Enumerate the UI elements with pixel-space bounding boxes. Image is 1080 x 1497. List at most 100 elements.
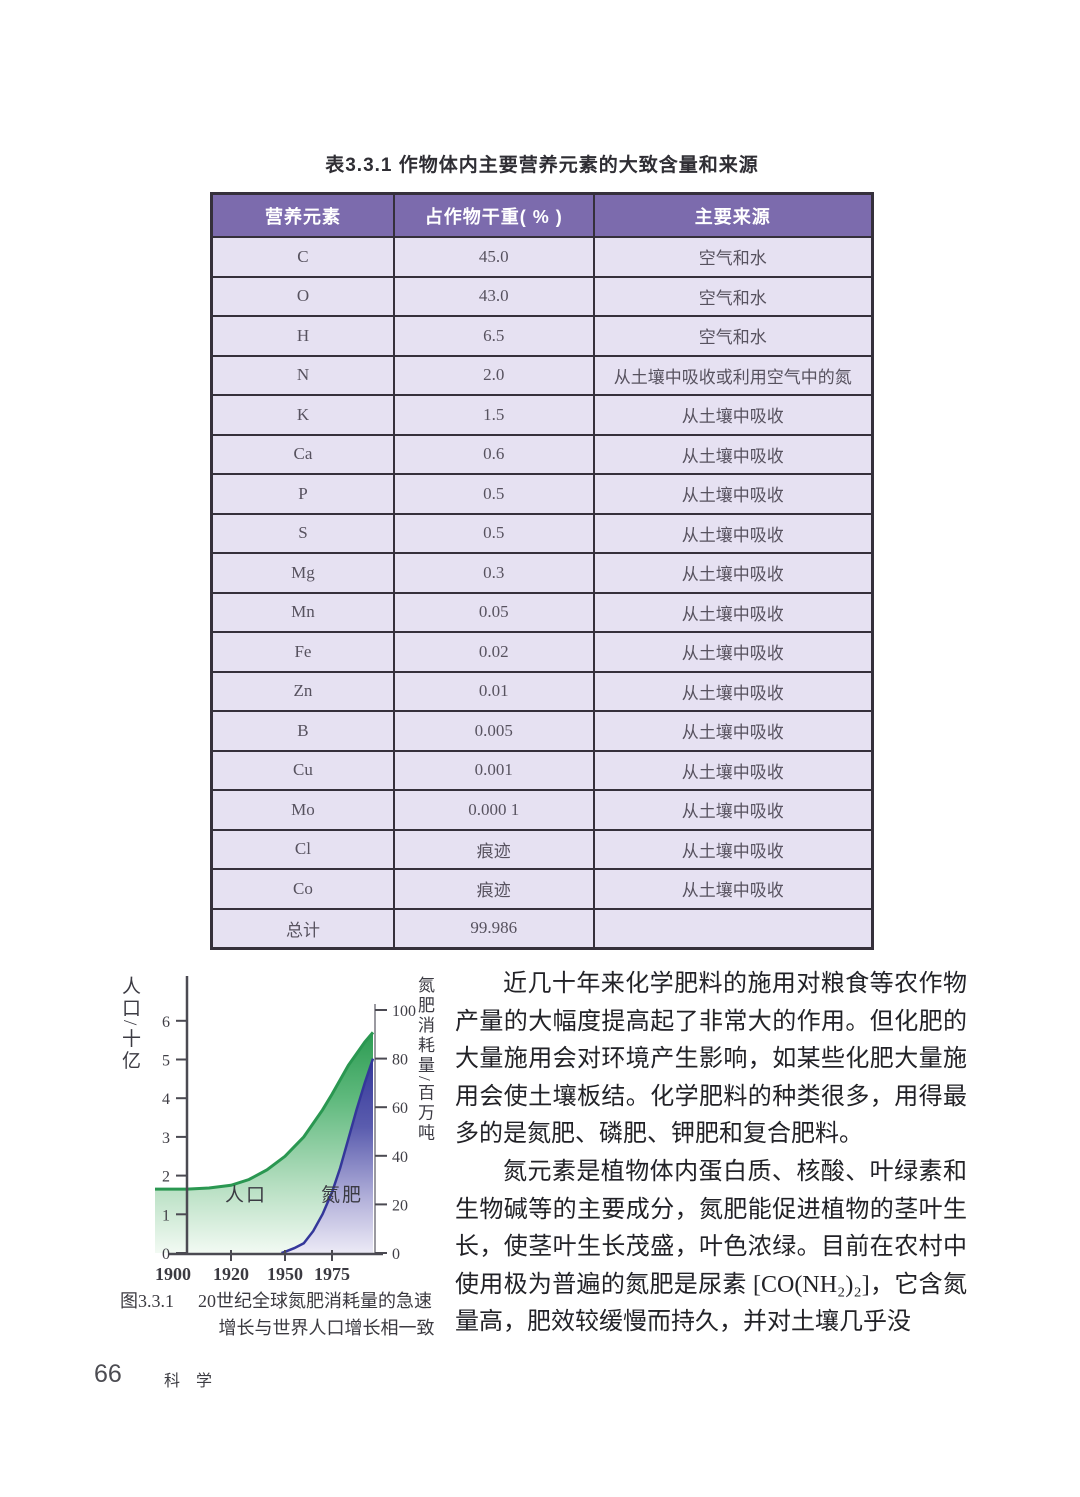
percent-cell: 0.001 [392, 749, 595, 791]
left-axis-ticks: 0 1 2 3 4 5 6 [162, 1014, 187, 1263]
source-cell: 从土壤中吸收 [592, 670, 874, 712]
element-cell: Fe [210, 631, 395, 673]
table-row: B 0.005 从土壤中吸收 [210, 710, 874, 752]
table-row: K 1.5 从土壤中吸收 [210, 394, 874, 436]
right-tick-label: 0 [392, 1246, 400, 1263]
element-cell: Mo [210, 789, 395, 831]
fertilizer-area [281, 1058, 373, 1253]
percent-cell: 45.0 [392, 236, 595, 278]
left-tick-label: 5 [162, 1053, 170, 1070]
figure-3-3-1: 人口/十亿 氮肥消耗量/百万吨 [110, 968, 455, 1363]
right-axis-title: 氮肥消耗量/百万吨 [415, 976, 434, 1144]
source-cell: 从土壤中吸收 [592, 394, 874, 436]
percent-cell: 0.02 [392, 631, 595, 673]
x-axis-ticks: 1900 1920 1950 1975 [155, 1250, 350, 1284]
table-row: C 45.0 空气和水 [210, 236, 874, 278]
page-number: 66 [94, 1360, 122, 1388]
table-row: Mg 0.3 从土壤中吸收 [210, 552, 874, 594]
source-cell: 从土壤中吸收 [592, 789, 874, 831]
table-row: Mo 0.000 1 从土壤中吸收 [210, 789, 874, 831]
source-cell: 从土壤中吸收 [592, 828, 874, 870]
table-row: O 43.0 空气和水 [210, 275, 874, 317]
figure-caption-text: 20世纪全球氮肥消耗量的急速 增长与世界人口增长相一致 [198, 1288, 455, 1342]
x-tick-label: 1975 [314, 1264, 350, 1284]
nutrients-table: 营养元素 占作物干重( % ) 主要来源 C 45.0 空气和水 O 43.0 空气和水 H… [210, 192, 874, 950]
table-row: Ca 0.6 从土壤中吸收 [210, 433, 874, 475]
source-cell: 从土壤中吸收 [592, 631, 874, 673]
header-element: 营养元素 [210, 192, 395, 238]
table-title: 表3.3.1 作物体内主要营养元素的大致含量和来源 [325, 155, 759, 176]
left-tick-label: 6 [162, 1014, 170, 1031]
percent-cell: 0.6 [392, 433, 595, 475]
table-row: Co 痕迹 从土壤中吸收 [210, 868, 874, 910]
fertilizer-series-label: 氮肥 [321, 1184, 363, 1206]
figure-caption: 图3.3.1 20世纪全球氮肥消耗量的急速 增长与世界人口增长相一致 [120, 1288, 455, 1342]
table-row: S 0.5 从土壤中吸收 [210, 512, 874, 554]
percent-cell: 0.5 [392, 512, 595, 554]
table-row: Zn 0.01 从土壤中吸收 [210, 670, 874, 712]
source-cell: 从土壤中吸收 [592, 512, 874, 554]
body-text-column: 近几十年来化学肥料的施用对粮食等农作物产量的大幅度提高起了非常大的作用。但化肥的… [455, 966, 967, 1342]
paragraph-fertilizer-overview: 近几十年来化学肥料的施用对粮食等农作物产量的大幅度提高起了非常大的作用。但化肥的… [455, 971, 967, 1148]
x-tick-label: 1920 [213, 1264, 249, 1284]
source-cell: 从土壤中吸收 [592, 749, 874, 791]
source-cell: 从土壤中吸收 [592, 710, 874, 752]
percent-cell: 痕迹 [392, 828, 595, 870]
figure-number: 图3.3.1 [120, 1291, 174, 1311]
percent-cell: 43.0 [392, 275, 595, 317]
percent-cell: 0.5 [392, 473, 595, 515]
percent-cell: 1.5 [392, 394, 595, 436]
source-cell: 从土壤中吸收 [592, 591, 874, 633]
element-cell: C [210, 236, 395, 278]
percent-cell: 6.5 [392, 315, 595, 357]
source-cell: 空气和水 [592, 275, 874, 317]
left-tick-label: 3 [162, 1130, 170, 1147]
population-series-label: 人口 [225, 1184, 267, 1206]
source-cell: 空气和水 [592, 315, 874, 357]
element-cell: H [210, 315, 395, 357]
percent-cell: 99.986 [392, 907, 595, 950]
element-cell: P [210, 473, 395, 515]
element-cell: S [210, 512, 395, 554]
element-cell: Mn [210, 591, 395, 633]
element-cell: K [210, 394, 395, 436]
left-tick-label: 4 [162, 1091, 170, 1108]
left-tick-label: 1 [162, 1207, 170, 1224]
percent-cell: 0.05 [392, 591, 595, 633]
table-row: Cu 0.001 从土壤中吸收 [210, 749, 874, 791]
population-area [155, 1032, 373, 1253]
source-cell: 从土壤中吸收 [592, 552, 874, 594]
element-cell: Cl [210, 828, 395, 870]
right-axis-ticks: 0 20 40 60 80 100 [375, 1003, 416, 1263]
right-tick-label: 80 [392, 1052, 408, 1069]
header-percent: 占作物干重( % ) [392, 192, 595, 238]
source-cell: 空气和水 [592, 236, 874, 278]
header-source: 主要来源 [592, 192, 874, 238]
footer-subject: 科 学 [164, 1373, 219, 1390]
right-tick-label: 100 [392, 1003, 416, 1020]
percent-cell: 0.005 [392, 710, 595, 752]
table-row: P 0.5 从土壤中吸收 [210, 473, 874, 515]
element-cell: Mg [210, 552, 395, 594]
element-cell: Ca [210, 433, 395, 475]
element-cell: 总计 [210, 907, 395, 950]
paragraph-nitrogen: 氮元素是植物体内蛋白质、核酸、叶绿素和生物碱等的主要成分，氮肥能促进植物的茎叶生… [455, 1158, 967, 1336]
left-tick-label: 0 [162, 1246, 170, 1263]
table-row: Fe 0.02 从土壤中吸收 [210, 631, 874, 673]
table-row: 总计 99.986 [210, 907, 874, 950]
population-fertilizer-chart: 0 1 2 3 4 5 6 0 20 40 60 80 100 1900 1920 1950 1975 人口… [155, 976, 416, 1284]
element-cell: O [210, 275, 395, 317]
right-tick-label: 20 [392, 1197, 408, 1214]
percent-cell: 痕迹 [392, 868, 595, 910]
source-cell: 从土壤中吸收或利用空气中的氮 [592, 354, 874, 396]
figure-caption-line2: 增长与世界人口增长相一致 [218, 1318, 435, 1338]
figure-caption-line1: 20世纪全球氮肥消耗量的急速 [198, 1291, 432, 1311]
percent-cell: 0.01 [392, 670, 595, 712]
source-cell [592, 907, 874, 950]
right-tick-label: 40 [392, 1149, 408, 1166]
percent-cell: 2.0 [392, 354, 595, 396]
table-row: H 6.5 空气和水 [210, 315, 874, 357]
left-tick-label: 2 [162, 1169, 170, 1186]
table-row: N 2.0 从土壤中吸收或利用空气中的氮 [210, 354, 874, 396]
